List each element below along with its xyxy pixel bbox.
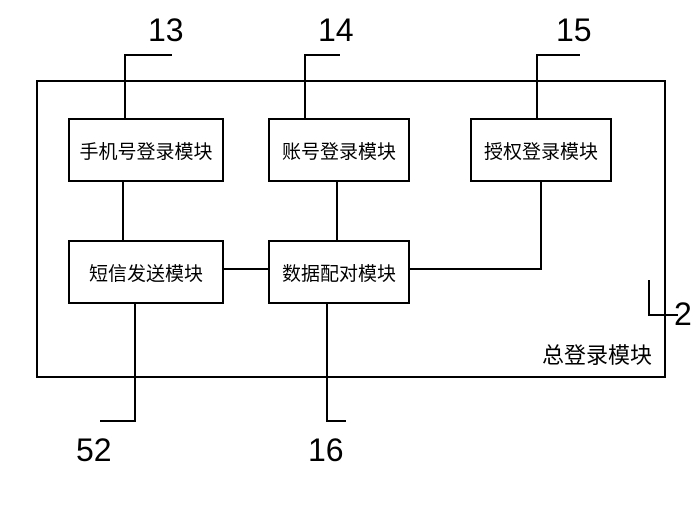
ref-label-13: 13 <box>148 12 184 49</box>
ref-label-14: 14 <box>318 12 354 49</box>
login-module-diagram: 手机号登录模块 账号登录模块 授权登录模块 短信发送模块 数据配对模块 总登录模… <box>0 0 698 508</box>
connector <box>326 304 328 422</box>
connector <box>124 54 172 56</box>
node-label: 授权登录模块 <box>484 137 598 164</box>
node-label: 数据配对模块 <box>282 259 396 286</box>
connector <box>100 420 136 422</box>
phone-login-module-node: 手机号登录模块 <box>68 118 224 182</box>
container-label-text: 总登录模块 <box>542 343 652 368</box>
label-text: 16 <box>308 432 344 468</box>
connector <box>326 420 346 422</box>
node-label: 短信发送模块 <box>89 259 203 286</box>
auth-login-module-node: 授权登录模块 <box>470 118 612 182</box>
ref-label-15: 15 <box>556 12 592 49</box>
connector <box>540 182 542 270</box>
connector <box>536 54 538 118</box>
node-label: 手机号登录模块 <box>79 137 212 164</box>
label-text: 15 <box>556 12 592 48</box>
connector <box>336 182 338 240</box>
sms-send-module-node: 短信发送模块 <box>68 240 224 304</box>
data-pair-module-node: 数据配对模块 <box>268 240 410 304</box>
connector <box>304 54 306 118</box>
label-text: 13 <box>148 12 184 48</box>
account-login-module-node: 账号登录模块 <box>268 118 410 182</box>
label-text: 14 <box>318 12 354 48</box>
connector <box>224 268 268 270</box>
connector <box>410 268 542 270</box>
connector <box>122 182 124 240</box>
ref-label-52: 52 <box>76 432 112 469</box>
container-label: 总登录模块 <box>542 338 652 370</box>
connector <box>134 304 136 422</box>
ref-label-16: 16 <box>308 432 344 469</box>
connector <box>304 54 340 56</box>
connector <box>536 54 580 56</box>
label-text: 2 <box>674 296 692 332</box>
ref-label-2: 2 <box>674 296 692 333</box>
node-label: 账号登录模块 <box>282 137 396 164</box>
connector <box>648 280 650 316</box>
connector <box>124 54 126 118</box>
label-text: 52 <box>76 432 112 468</box>
